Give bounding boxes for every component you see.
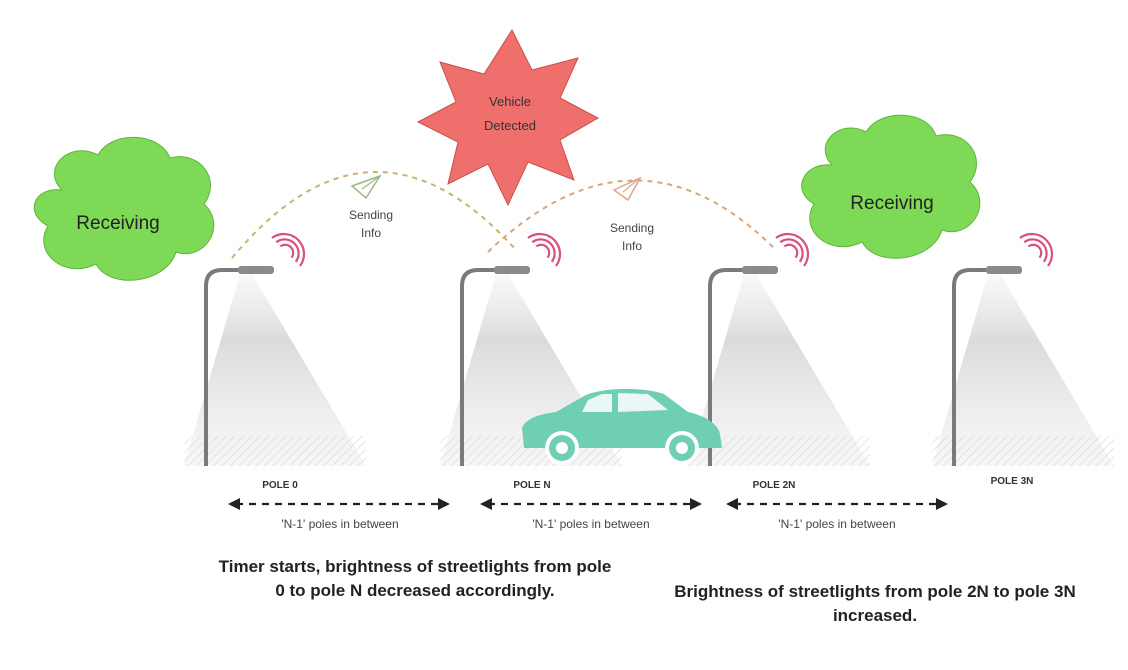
- signal-icon: [271, 232, 306, 267]
- pole-label: POLE 0: [262, 480, 298, 491]
- span-label: 'N-1' poles in between: [532, 517, 649, 531]
- signal-icon: [535, 243, 551, 259]
- ground-hatch: [184, 436, 366, 466]
- span-arrow: [480, 498, 702, 510]
- signal-icon: [783, 243, 799, 259]
- lamp-head: [494, 266, 530, 274]
- lamp-head: [742, 266, 778, 274]
- streetlight: [932, 232, 1114, 466]
- sending-info-label-right: Info: [622, 239, 642, 253]
- paper-plane-icon: [612, 176, 642, 202]
- pole: [708, 268, 776, 466]
- sending-arc-left: [231, 171, 517, 259]
- light-beam: [688, 274, 870, 466]
- signal-icon: [1023, 238, 1048, 263]
- burst-shape: [416, 28, 600, 207]
- burst-label-line1: Vehicle: [489, 94, 531, 109]
- pole-label: POLE 3N: [991, 476, 1034, 487]
- lamp-head: [986, 266, 1022, 274]
- cloud-shape: [33, 136, 215, 281]
- pole: [204, 268, 272, 466]
- receiving-cloud-right: Receiving: [801, 114, 981, 259]
- span-label: 'N-1' poles in between: [778, 517, 895, 531]
- caption-right: Brightness of streetlights from pole 2N …: [674, 582, 1076, 625]
- span-label: 'N-1' poles in between: [281, 517, 398, 531]
- cloud-shape: [801, 114, 981, 259]
- streetlight: [184, 232, 366, 466]
- pole-label: POLE N: [513, 480, 550, 491]
- vehicle-detected-burst: Vehicle Detected: [416, 28, 600, 207]
- signal-icon: [1027, 243, 1043, 259]
- burst-label-line2: Detected: [484, 118, 536, 133]
- light-beam: [932, 274, 1114, 466]
- car-icon: [522, 388, 722, 465]
- light-beam: [184, 274, 366, 466]
- signal-icon: [527, 232, 562, 267]
- caption-left: Timer starts, brightness of streetlights…: [218, 557, 612, 600]
- ground-hatch: [932, 436, 1114, 466]
- signal-icon: [779, 238, 804, 263]
- pole: [460, 268, 528, 466]
- pole-label: POLE 2N: [753, 480, 796, 491]
- signal-icon: [1019, 232, 1054, 267]
- span-arrow: [726, 498, 948, 510]
- pole: [952, 268, 1020, 466]
- receiving-cloud-left: Receiving: [33, 136, 215, 281]
- signal-icon: [531, 238, 556, 263]
- signal-icon: [279, 243, 295, 259]
- cloud-label: Receiving: [76, 213, 159, 234]
- paper-plane-icon: [350, 174, 382, 200]
- signal-icon: [275, 238, 300, 263]
- signal-icon: [775, 232, 810, 267]
- sending-info-label-left: Sending: [349, 208, 393, 222]
- sending-info-label-left: Info: [361, 226, 381, 240]
- span-arrow: [228, 498, 450, 510]
- sending-arc-right: [487, 179, 777, 253]
- cloud-label: Receiving: [850, 193, 933, 214]
- lamp-head: [238, 266, 274, 274]
- sending-info-label-right: Sending: [610, 221, 654, 235]
